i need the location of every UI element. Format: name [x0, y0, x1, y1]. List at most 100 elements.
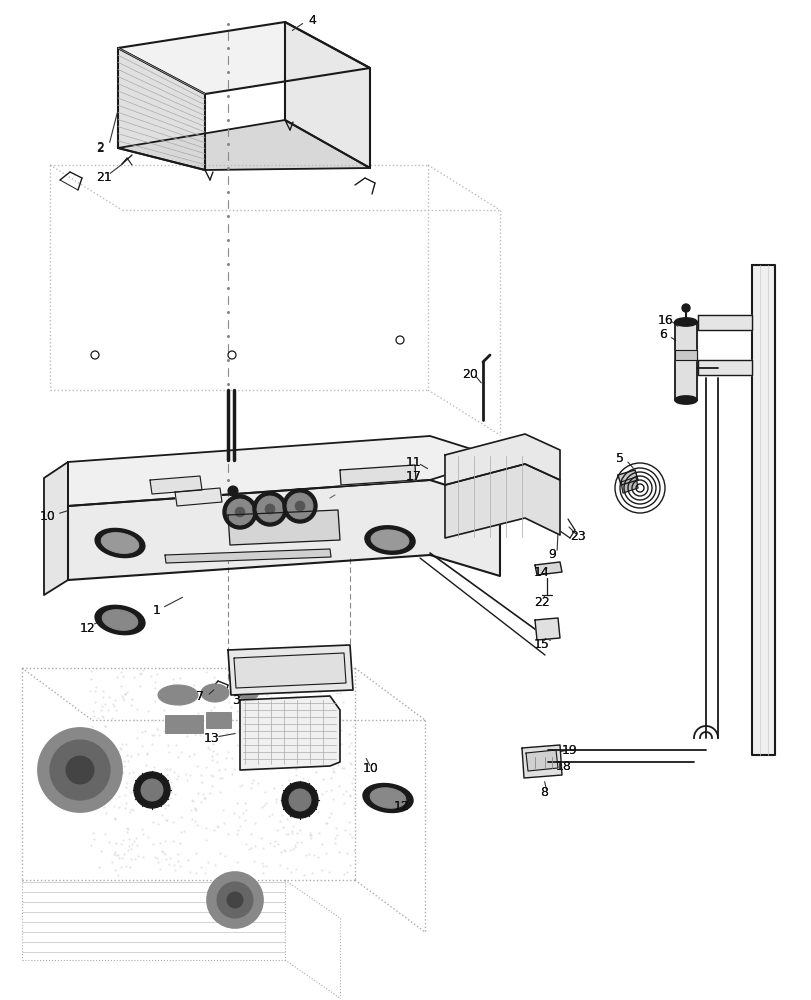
Text: 13: 13 — [204, 731, 220, 744]
Text: 17: 17 — [406, 471, 422, 484]
Polygon shape — [44, 462, 68, 595]
Text: 17: 17 — [406, 471, 422, 484]
Polygon shape — [234, 653, 345, 688]
Text: 10: 10 — [40, 510, 56, 524]
Text: 8: 8 — [539, 786, 547, 799]
Circle shape — [223, 495, 257, 529]
Text: 22: 22 — [534, 595, 549, 608]
Circle shape — [294, 501, 305, 511]
Polygon shape — [118, 22, 370, 94]
Text: 19: 19 — [561, 743, 577, 756]
Circle shape — [286, 493, 312, 519]
Polygon shape — [444, 464, 560, 538]
Ellipse shape — [101, 533, 139, 553]
Circle shape — [227, 892, 242, 908]
Ellipse shape — [201, 684, 229, 702]
Polygon shape — [118, 120, 370, 170]
Polygon shape — [240, 696, 340, 770]
Ellipse shape — [95, 606, 144, 634]
Polygon shape — [228, 510, 340, 545]
Polygon shape — [228, 645, 353, 695]
Circle shape — [141, 779, 163, 801]
Text: 12: 12 — [80, 621, 96, 634]
Polygon shape — [697, 315, 751, 330]
Text: 12: 12 — [80, 621, 96, 634]
Bar — [268, 709, 283, 723]
Polygon shape — [521, 745, 561, 778]
Circle shape — [227, 499, 253, 525]
Text: 8: 8 — [539, 786, 547, 799]
Polygon shape — [150, 476, 202, 494]
Polygon shape — [68, 480, 500, 580]
Text: 1: 1 — [152, 603, 161, 616]
Circle shape — [253, 492, 286, 526]
Text: 5: 5 — [616, 452, 623, 464]
Text: 7: 7 — [195, 690, 204, 704]
Text: 15: 15 — [534, 638, 549, 652]
Text: 3: 3 — [232, 694, 239, 706]
Text: 11: 11 — [406, 456, 421, 468]
Text: 6: 6 — [659, 328, 666, 342]
Ellipse shape — [363, 784, 412, 812]
Polygon shape — [674, 350, 696, 360]
Circle shape — [207, 872, 263, 928]
Text: 4: 4 — [307, 14, 315, 27]
Polygon shape — [620, 477, 637, 493]
Ellipse shape — [371, 530, 409, 550]
Text: 19: 19 — [561, 743, 577, 756]
Circle shape — [281, 782, 318, 818]
Ellipse shape — [102, 610, 138, 630]
Circle shape — [228, 486, 238, 496]
Text: 1: 1 — [152, 603, 161, 616]
Text: 2: 2 — [96, 142, 104, 155]
Circle shape — [264, 504, 275, 514]
Circle shape — [234, 507, 245, 517]
Ellipse shape — [365, 526, 414, 554]
Text: 12: 12 — [393, 799, 410, 812]
Circle shape — [134, 772, 169, 808]
Text: 12: 12 — [393, 799, 410, 812]
Text: 11: 11 — [406, 456, 421, 468]
Text: 14: 14 — [534, 566, 549, 578]
Circle shape — [283, 489, 316, 523]
Text: 10: 10 — [40, 510, 56, 524]
Polygon shape — [175, 488, 221, 506]
Circle shape — [217, 882, 253, 918]
Ellipse shape — [370, 788, 406, 808]
Polygon shape — [751, 265, 774, 755]
Text: 23: 23 — [569, 530, 585, 544]
Text: 21: 21 — [96, 171, 112, 184]
Polygon shape — [118, 48, 204, 170]
Polygon shape — [68, 436, 500, 506]
Text: 9: 9 — [547, 548, 556, 562]
Text: 14: 14 — [534, 566, 549, 578]
Polygon shape — [444, 434, 560, 485]
Circle shape — [681, 304, 689, 312]
Text: 4: 4 — [307, 14, 315, 27]
Text: 10: 10 — [363, 762, 379, 774]
Text: 20: 20 — [461, 367, 478, 380]
Text: 5: 5 — [616, 452, 623, 464]
Text: 13: 13 — [204, 731, 220, 744]
Text: 15: 15 — [534, 638, 549, 652]
Circle shape — [289, 789, 311, 811]
Polygon shape — [697, 360, 751, 375]
Text: 7: 7 — [195, 690, 204, 704]
Polygon shape — [617, 470, 637, 485]
Text: 16: 16 — [657, 314, 673, 326]
Text: 6: 6 — [659, 328, 666, 342]
Text: 10: 10 — [363, 762, 379, 774]
Polygon shape — [674, 322, 696, 400]
Text: 16: 16 — [657, 314, 673, 326]
Polygon shape — [526, 750, 557, 771]
Text: 22: 22 — [534, 595, 549, 608]
Bar — [165, 715, 203, 733]
Text: 9: 9 — [547, 548, 556, 562]
Circle shape — [38, 728, 122, 812]
Ellipse shape — [158, 685, 198, 705]
Bar — [240, 710, 260, 724]
Text: 18: 18 — [556, 760, 571, 774]
Polygon shape — [534, 618, 560, 640]
Text: 23: 23 — [569, 530, 585, 544]
Ellipse shape — [95, 529, 144, 557]
